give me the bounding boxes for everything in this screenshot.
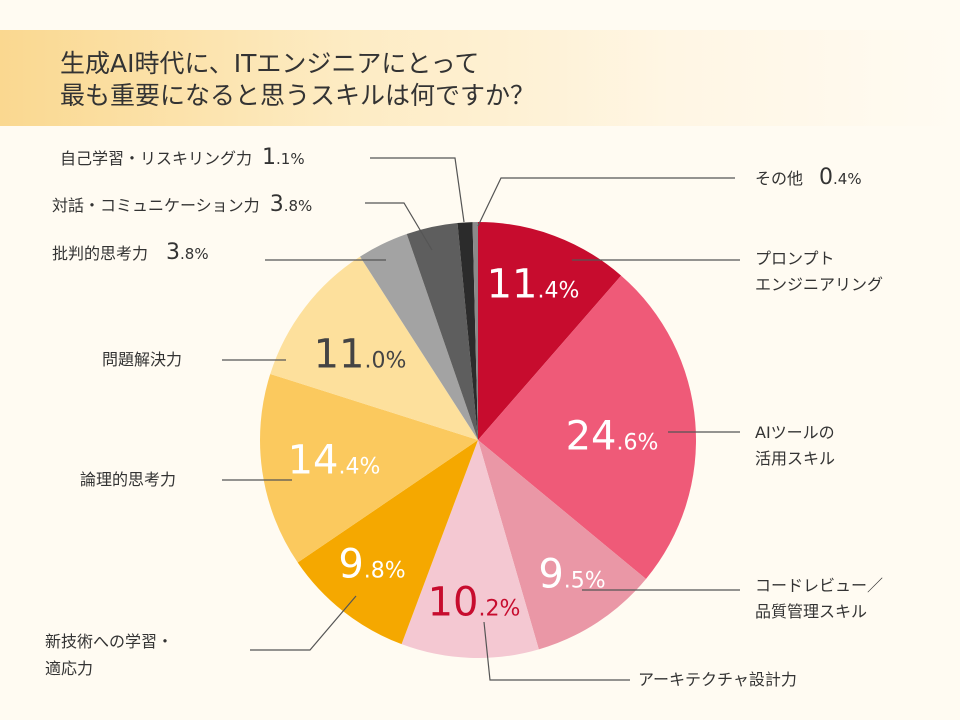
leader-lines (222, 157, 740, 681)
slice-value-label: 10.2% (427, 579, 521, 626)
slice-value-label: 11.0% (313, 331, 407, 378)
pie-slice (270, 256, 478, 440)
label-problem: 問題解決力 (102, 350, 183, 369)
leader-line-learning (250, 595, 357, 651)
label-text: 批判的思考力 (52, 244, 149, 263)
pct-communication: 3.8% (269, 192, 313, 217)
label-review: コードレビュー／ 品質管理スキル (755, 576, 884, 621)
pct-critical: 3.8% (166, 240, 209, 265)
slice-value-label: 9.8% (338, 541, 406, 588)
label-prompt: プロンプト エンジニアリング (755, 249, 884, 294)
pct-self-learning: 1.1% (262, 145, 305, 170)
pie-slice (478, 275, 696, 579)
pie-slice (478, 440, 646, 650)
pie-slice (406, 222, 478, 440)
leader-line-self-learning (370, 157, 465, 223)
label-architecture: アーキテクチャ設計力 (638, 670, 797, 689)
title-band (0, 30, 960, 126)
leader-line-communication (365, 202, 433, 251)
pie-slice (478, 222, 622, 440)
label-text: 対話・コミュニケーション力 (52, 196, 260, 215)
pie-slice (360, 233, 478, 440)
label-learning: 新技術への学習・ 適応力 (45, 632, 174, 678)
label-communication: 対話・コミュニケーション力 3.8% (52, 193, 312, 218)
label-text: 自己学習・リスキリング力 (60, 149, 253, 168)
slice-value-label: 11.4% (486, 261, 580, 308)
leader-line-other (477, 177, 735, 227)
pie-slice (297, 440, 478, 645)
pie-slice (259, 373, 478, 563)
label-self-learning: 自己学習・リスキリング力 1.1% (60, 146, 305, 171)
label-ai-tools: AIツールの 活用スキル (755, 423, 836, 468)
slice-value-label: 24.6% (565, 413, 659, 460)
label-text: その他 (755, 169, 804, 188)
slice-value-label: 14.4% (287, 437, 381, 484)
pct-other: 0.4% (819, 165, 862, 190)
chart-title: 生成AI時代に、ITエンジニアにとって 最も重要になると思うスキルは何ですか？ (60, 49, 536, 110)
label-other: その他 0.4% (755, 166, 862, 191)
leader-line-architecture (483, 621, 630, 681)
label-logical: 論理的思考力 (80, 470, 177, 489)
slice-value-label: 9.5% (538, 551, 606, 598)
pie-slice (457, 222, 478, 440)
label-critical: 批判的思考力 3.8% (52, 241, 209, 266)
pie-slice (401, 440, 539, 658)
pie-slice (472, 222, 478, 440)
